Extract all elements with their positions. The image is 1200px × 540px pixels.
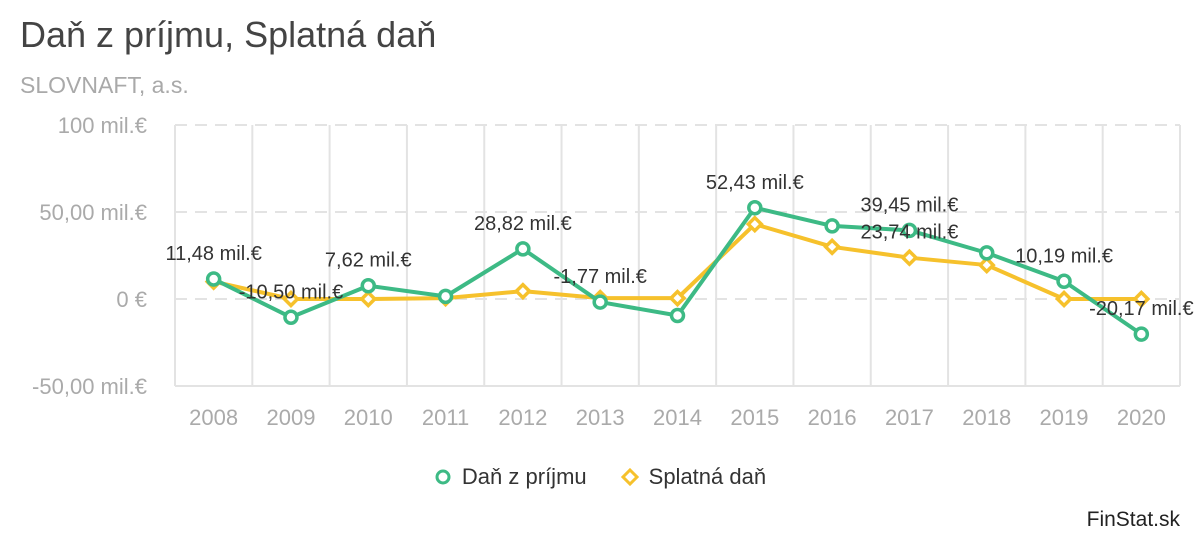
data-point — [515, 241, 531, 257]
data-label: 11,48 mil.€ — [165, 243, 261, 265]
y-tick-label: -50,00 mil.€ — [32, 374, 147, 399]
x-tick-label: 2016 — [808, 405, 857, 430]
chart-legend: Daň z príjmu Splatná daň — [0, 464, 1200, 490]
data-point — [283, 309, 299, 326]
data-point — [592, 294, 608, 310]
x-tick-label: 2019 — [1040, 405, 1089, 430]
data-point — [823, 237, 842, 256]
y-tick-label: 0 € — [116, 287, 147, 312]
data-label: 23,74 mil.€ — [861, 222, 959, 244]
data-point — [978, 245, 995, 261]
data-point — [668, 289, 687, 308]
legend-label: Daň z príjmu — [461, 464, 587, 489]
data-point — [205, 271, 222, 287]
data-point — [900, 248, 919, 267]
x-tick-label: 2011 — [422, 405, 469, 430]
y-tick-label: 100 mil.€ — [58, 113, 147, 138]
y-tick-label: 50,00 mil.€ — [39, 200, 147, 225]
legend-label: Splatná daň — [648, 464, 767, 489]
data-point — [747, 200, 763, 216]
x-tick-label: 2008 — [189, 405, 238, 430]
data-point — [1056, 273, 1072, 290]
data-point — [360, 277, 377, 294]
x-tick-label: 2017 — [885, 405, 934, 430]
data-label: -10,50 mil.€ — [239, 281, 344, 303]
x-tick-label: 2009 — [266, 405, 315, 430]
data-point — [901, 222, 918, 239]
diamond-marker-icon — [620, 468, 639, 486]
x-tick-label: 2013 — [576, 405, 625, 430]
finstat-logo[interactable]: FinStat.sk — [1086, 508, 1180, 531]
x-tick-label: 2018 — [962, 405, 1011, 430]
data-point — [669, 307, 686, 324]
data-label: 52,43 mil.€ — [706, 172, 804, 194]
data-label: -1,77 mil.€ — [554, 266, 647, 288]
chart-title: Daň z príjmu, Splatná daň — [20, 14, 437, 55]
circle-marker-icon — [435, 469, 451, 485]
legend-item-splatna-dan[interactable]: Splatná daň — [620, 464, 767, 490]
chart-subtitle: SLOVNAFT, a.s. — [20, 72, 189, 98]
data-point — [1133, 326, 1150, 342]
data-point — [437, 288, 454, 305]
data-point — [824, 218, 840, 234]
x-tick-label: 2012 — [498, 405, 547, 430]
data-label: 28,82 mil.€ — [474, 213, 572, 235]
data-point — [745, 215, 764, 234]
data-label: 7,62 mil.€ — [325, 250, 412, 272]
legend-item-dan-z-prijmu[interactable]: Daň z príjmu — [434, 464, 587, 490]
x-tick-label: 2020 — [1117, 405, 1166, 430]
data-label: 39,45 mil.€ — [861, 194, 959, 216]
data-point — [359, 290, 378, 308]
data-point — [1132, 290, 1151, 308]
x-tick-label: 2015 — [730, 405, 779, 430]
data-point — [977, 256, 996, 275]
data-label: -20,17 mil.€ — [1089, 298, 1194, 320]
x-tick-label: 2014 — [653, 405, 702, 430]
data-point — [513, 282, 532, 301]
data-label: 10,19 mil.€ — [1015, 245, 1113, 267]
data-point — [281, 290, 300, 308]
x-tick-label: 2010 — [344, 405, 393, 430]
data-point — [1055, 290, 1074, 308]
